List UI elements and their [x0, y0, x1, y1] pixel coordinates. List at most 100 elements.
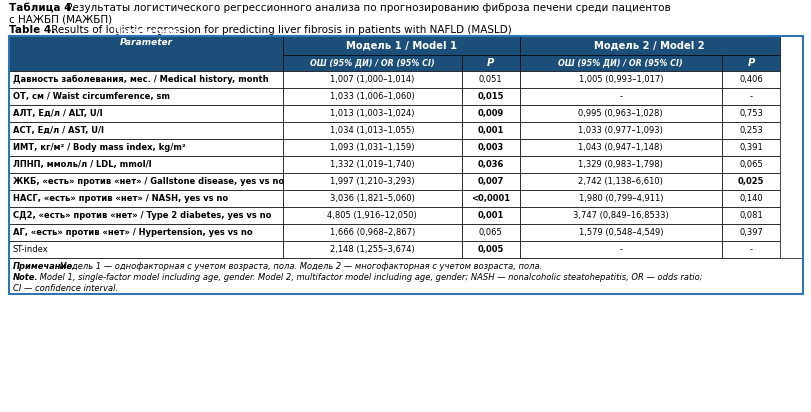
Bar	[721, 105, 779, 122]
Text: 3,747 (0,849–16,8533): 3,747 (0,849–16,8533)	[573, 211, 667, 220]
Bar	[461, 207, 519, 224]
Text: АЛТ, Ед/л / ALT, U/l: АЛТ, Ед/л / ALT, U/l	[13, 109, 102, 118]
Bar	[9, 207, 282, 224]
Bar	[282, 156, 461, 173]
Text: 0,065: 0,065	[738, 160, 762, 169]
Text: 1,034 (1,013–1,055): 1,034 (1,013–1,055)	[329, 126, 414, 135]
Bar	[461, 156, 519, 173]
Text: 0,001: 0,001	[477, 211, 503, 220]
Text: Results of logistic regression for predicting liver fibrosis in patients with NA: Results of logistic regression for predi…	[48, 25, 511, 35]
Text: Model 1, single-factor model including age, gender. Model 2, multifactor model i: Model 1, single-factor model including a…	[37, 273, 702, 282]
Bar	[9, 156, 282, 173]
Text: CI — confidence interval.: CI — confidence interval.	[13, 284, 118, 293]
Text: 0,051: 0,051	[478, 75, 502, 84]
Text: P: P	[746, 58, 753, 68]
Bar	[519, 190, 721, 207]
Text: -: -	[619, 245, 621, 254]
Bar	[461, 105, 519, 122]
Text: -: -	[749, 92, 752, 101]
Text: НАСГ, «есть» против «нет» / NASH, yes vs no: НАСГ, «есть» против «нет» / NASH, yes vs…	[13, 194, 228, 203]
Bar	[519, 105, 721, 122]
Text: ОШ (95% ДИ) / OR (95% CI): ОШ (95% ДИ) / OR (95% CI)	[310, 59, 434, 68]
Bar	[461, 139, 519, 156]
Text: 0,753: 0,753	[738, 109, 762, 118]
Text: Table 4.: Table 4.	[9, 25, 55, 35]
Bar	[721, 55, 779, 71]
Bar	[282, 190, 461, 207]
Bar	[461, 122, 519, 139]
Bar	[721, 71, 779, 88]
Bar	[282, 207, 461, 224]
Text: 1,005 (0,993–1,017): 1,005 (0,993–1,017)	[577, 75, 663, 84]
Text: Таблица 4.: Таблица 4.	[9, 3, 75, 13]
Text: 1,043 (0,947–1,148): 1,043 (0,947–1,148)	[577, 143, 663, 152]
Text: Давность заболевания, мес. / Medical history, month: Давность заболевания, мес. / Medical his…	[13, 75, 268, 84]
Bar	[282, 173, 461, 190]
Text: АГ, «есть» против «нет» / Hypertension, yes vs no: АГ, «есть» против «нет» / Hypertension, …	[13, 228, 252, 237]
Text: 1,579 (0,548–4,549): 1,579 (0,548–4,549)	[577, 228, 663, 237]
Bar	[721, 139, 779, 156]
Bar	[282, 241, 461, 258]
Text: 0,009: 0,009	[477, 109, 503, 118]
Text: Модель 2 / Model 2: Модель 2 / Model 2	[594, 40, 704, 51]
Bar	[9, 241, 282, 258]
Text: 2,148 (1,255–3,674): 2,148 (1,255–3,674)	[329, 245, 414, 254]
Bar	[519, 139, 721, 156]
Text: 1,332 (1,019–1,740): 1,332 (1,019–1,740)	[329, 160, 414, 169]
Text: 1,033 (0,977–1,093): 1,033 (0,977–1,093)	[577, 126, 663, 135]
Text: 1,980 (0,799–4,911): 1,980 (0,799–4,911)	[577, 194, 663, 203]
Bar	[282, 122, 461, 139]
Bar	[9, 36, 802, 294]
Bar	[721, 122, 779, 139]
Text: 1,329 (0,983–1,798): 1,329 (0,983–1,798)	[577, 160, 663, 169]
Text: 0,391: 0,391	[738, 143, 762, 152]
Bar	[519, 207, 721, 224]
Text: 1,033 (1,006–1,060): 1,033 (1,006–1,060)	[329, 92, 414, 101]
Bar	[282, 55, 461, 71]
Text: АСТ, Ед/л / AST, U/l: АСТ, Ед/л / AST, U/l	[13, 126, 104, 135]
Text: Модель 1 — однофакторная с учетом возраста, пола. Модель 2 — многофакторная с уч: Модель 1 — однофакторная с учетом возрас…	[57, 262, 542, 271]
Bar	[519, 88, 721, 105]
Bar	[461, 224, 519, 241]
Text: 0,397: 0,397	[738, 228, 762, 237]
Bar	[282, 36, 519, 55]
Text: ИМТ, кг/м² / Body mass index, kg/m²: ИМТ, кг/м² / Body mass index, kg/m²	[13, 143, 186, 152]
Bar	[519, 173, 721, 190]
Text: 1,997 (1,210–3,293): 1,997 (1,210–3,293)	[329, 177, 414, 186]
Text: ST-index: ST-index	[13, 245, 49, 254]
Bar	[721, 173, 779, 190]
Bar	[721, 224, 779, 241]
Text: Note.: Note.	[13, 273, 38, 282]
Text: ОШ (95% ДИ) / OR (95% CI): ОШ (95% ДИ) / OR (95% CI)	[558, 59, 682, 68]
Text: 0,015: 0,015	[477, 92, 503, 101]
Bar	[282, 71, 461, 88]
Text: 0,001: 0,001	[477, 126, 503, 135]
Bar	[721, 241, 779, 258]
Text: 0,406: 0,406	[738, 75, 762, 84]
Text: 2,742 (1,138–6,610): 2,742 (1,138–6,610)	[577, 177, 663, 186]
Text: 0,253: 0,253	[738, 126, 762, 135]
Bar	[461, 173, 519, 190]
Text: 0,025: 0,025	[737, 177, 763, 186]
Text: Показатель: Показатель	[112, 27, 179, 37]
Text: 0,081: 0,081	[738, 211, 762, 220]
Bar	[9, 258, 802, 294]
Bar	[519, 241, 721, 258]
Bar	[9, 71, 282, 88]
Text: 0,036: 0,036	[477, 160, 503, 169]
Bar	[9, 139, 282, 156]
Bar	[519, 55, 721, 71]
Text: ЛПНП, ммоль/л / LDL, mmol/l: ЛПНП, ммоль/л / LDL, mmol/l	[13, 160, 152, 169]
Text: 1,666 (0,968–2,867): 1,666 (0,968–2,867)	[329, 228, 414, 237]
Text: 0,003: 0,003	[477, 143, 503, 152]
Bar	[9, 190, 282, 207]
Text: 4,805 (1,916–12,050): 4,805 (1,916–12,050)	[327, 211, 417, 220]
Text: -: -	[619, 92, 621, 101]
Bar	[461, 55, 519, 71]
Bar	[9, 105, 282, 122]
Text: ЖКБ, «есть» против «нет» / Gallstone disease, yes vs no: ЖКБ, «есть» против «нет» / Gallstone dis…	[13, 177, 284, 186]
Text: 0,995 (0,963–1,028): 0,995 (0,963–1,028)	[577, 109, 663, 118]
Bar	[721, 190, 779, 207]
Bar	[461, 241, 519, 258]
Text: Parameter: Parameter	[119, 37, 172, 47]
